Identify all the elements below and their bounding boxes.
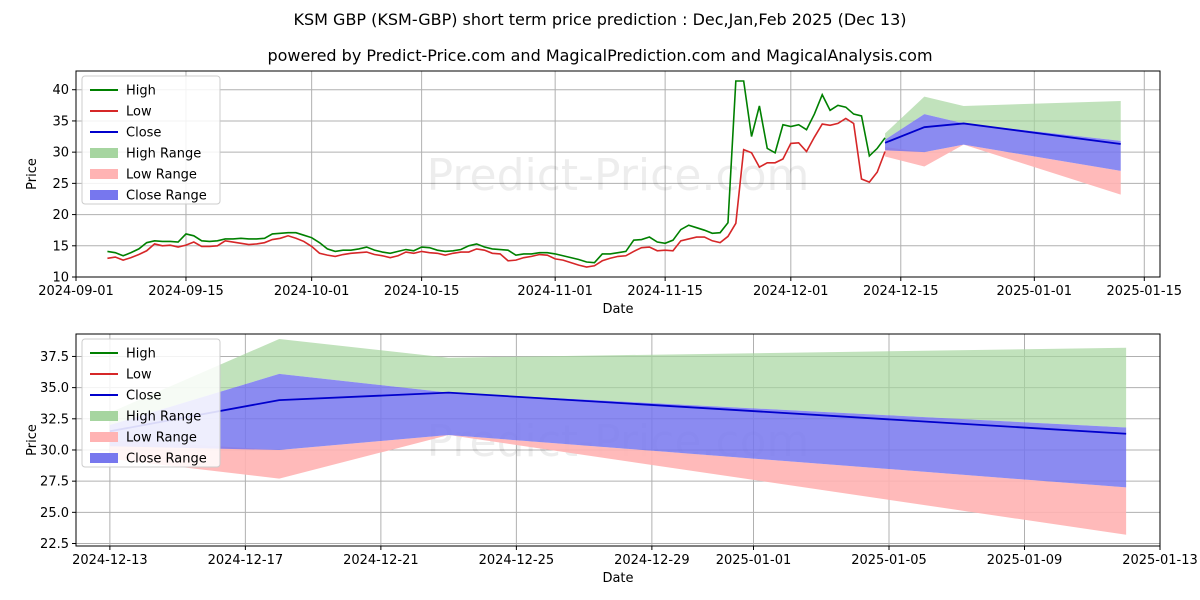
y-tick-label: 25 xyxy=(52,177,69,192)
chart-subtitle: powered by Predict-Price.com and Magical… xyxy=(267,46,933,65)
y-tick-label: 27.5 xyxy=(40,475,69,490)
plot-area xyxy=(109,338,1127,535)
plot-frame xyxy=(75,70,1161,278)
x-tick-label: 2025-01-13 xyxy=(1122,553,1198,568)
panel-2: 2024-12-13 2024-12-17 2024-12-21 2024-12-25… xyxy=(25,333,1198,586)
low-range-band xyxy=(885,144,1121,195)
legend-label: High xyxy=(126,84,156,99)
x-tick-label: 2024-10-15 xyxy=(384,284,460,299)
x-axis-label: Date xyxy=(602,571,633,586)
x-tick-label: 2024-12-01 xyxy=(753,284,829,299)
y-tick-label: 20 xyxy=(52,208,69,223)
legend-patch-swatch xyxy=(90,432,118,442)
legend-patch-swatch xyxy=(90,190,118,200)
x-tick-label: 2024-09-01 xyxy=(38,284,114,299)
x-tick-label: 2024-11-01 xyxy=(517,284,593,299)
y-axis-label: Price xyxy=(25,424,40,456)
y-tick-label: 22.5 xyxy=(40,537,69,552)
x-axis-label: Date xyxy=(602,302,633,317)
legend: High Low Close High Range Low Range Close Ran… xyxy=(81,338,221,468)
x-tick-label: 2025-01-09 xyxy=(987,553,1063,568)
y-tick-label: 32.5 xyxy=(40,412,69,427)
legend-label: Low Range xyxy=(126,431,197,446)
x-tick-label: 2024-11-15 xyxy=(627,284,703,299)
y-tick-label: 30 xyxy=(52,146,69,161)
legend: High Low Close High Range Low Range Close Ran… xyxy=(81,75,221,205)
x-tick-label: 2024-12-29 xyxy=(614,553,690,568)
legend-patch-swatch xyxy=(90,411,118,421)
x-tick-label: 2025-01-01 xyxy=(716,553,792,568)
legend-label: Low xyxy=(126,368,152,383)
x-tick-label: 2024-09-15 xyxy=(148,284,224,299)
y-tick-label: 25.0 xyxy=(40,506,69,521)
high-series-line xyxy=(107,80,886,264)
plot-frame xyxy=(75,333,1161,547)
y-tick-label: 15 xyxy=(52,239,69,254)
plot-area xyxy=(107,80,1121,268)
high-range-band xyxy=(109,338,1127,428)
legend-patch-swatch xyxy=(90,169,118,179)
x-tick-label: 2025-01-05 xyxy=(851,553,927,568)
legend-label: High Range xyxy=(126,410,201,425)
y-tick-label: 40 xyxy=(52,83,69,98)
close-range-band xyxy=(885,114,1121,171)
low-range-band xyxy=(109,435,1127,535)
legend-patch-swatch xyxy=(90,453,118,463)
watermark-text: Predict-Price.com xyxy=(427,150,810,201)
x-tick-label: 2025-01-15 xyxy=(1107,284,1183,299)
legend-label: Close Range xyxy=(126,189,207,204)
close-series-line xyxy=(884,122,1121,145)
y-axis-label: Price xyxy=(25,158,40,190)
high-range-band xyxy=(885,96,1121,141)
legend-patch-swatch xyxy=(90,148,118,158)
legend-label: Close xyxy=(126,126,161,141)
legend-label: Low Range xyxy=(126,168,197,183)
legend-label: High Range xyxy=(126,147,201,162)
y-tick-label: 30.0 xyxy=(40,443,69,458)
close-range-band xyxy=(109,373,1127,488)
legend-label: Close Range xyxy=(126,452,207,467)
low-series-line xyxy=(107,117,886,268)
x-tick-label: 2024-12-13 xyxy=(72,553,148,568)
panel-1: 2024-09-01 2024-09-15 2024-10-01 2024-10-15… xyxy=(25,70,1183,317)
y-tick-label: 10 xyxy=(52,271,69,286)
x-tick-label: 2025-01-01 xyxy=(997,284,1073,299)
y-tick-label: 35 xyxy=(52,114,69,129)
legend-label: High xyxy=(126,347,156,362)
x-tick-label: 2024-10-01 xyxy=(274,284,350,299)
legend-label: Close xyxy=(126,389,161,404)
x-tick-label: 2024-12-17 xyxy=(208,553,284,568)
x-tick-label: 2024-12-15 xyxy=(863,284,939,299)
x-tick-label: 2024-12-21 xyxy=(343,553,419,568)
y-tick-label: 35.0 xyxy=(40,381,69,396)
y-tick-label: 37.5 xyxy=(40,350,69,365)
chart-title: KSM GBP (KSM-GBP) short term price predi… xyxy=(293,10,907,29)
x-tick-label: 2024-12-25 xyxy=(479,553,555,568)
legend-label: Low xyxy=(126,105,152,120)
